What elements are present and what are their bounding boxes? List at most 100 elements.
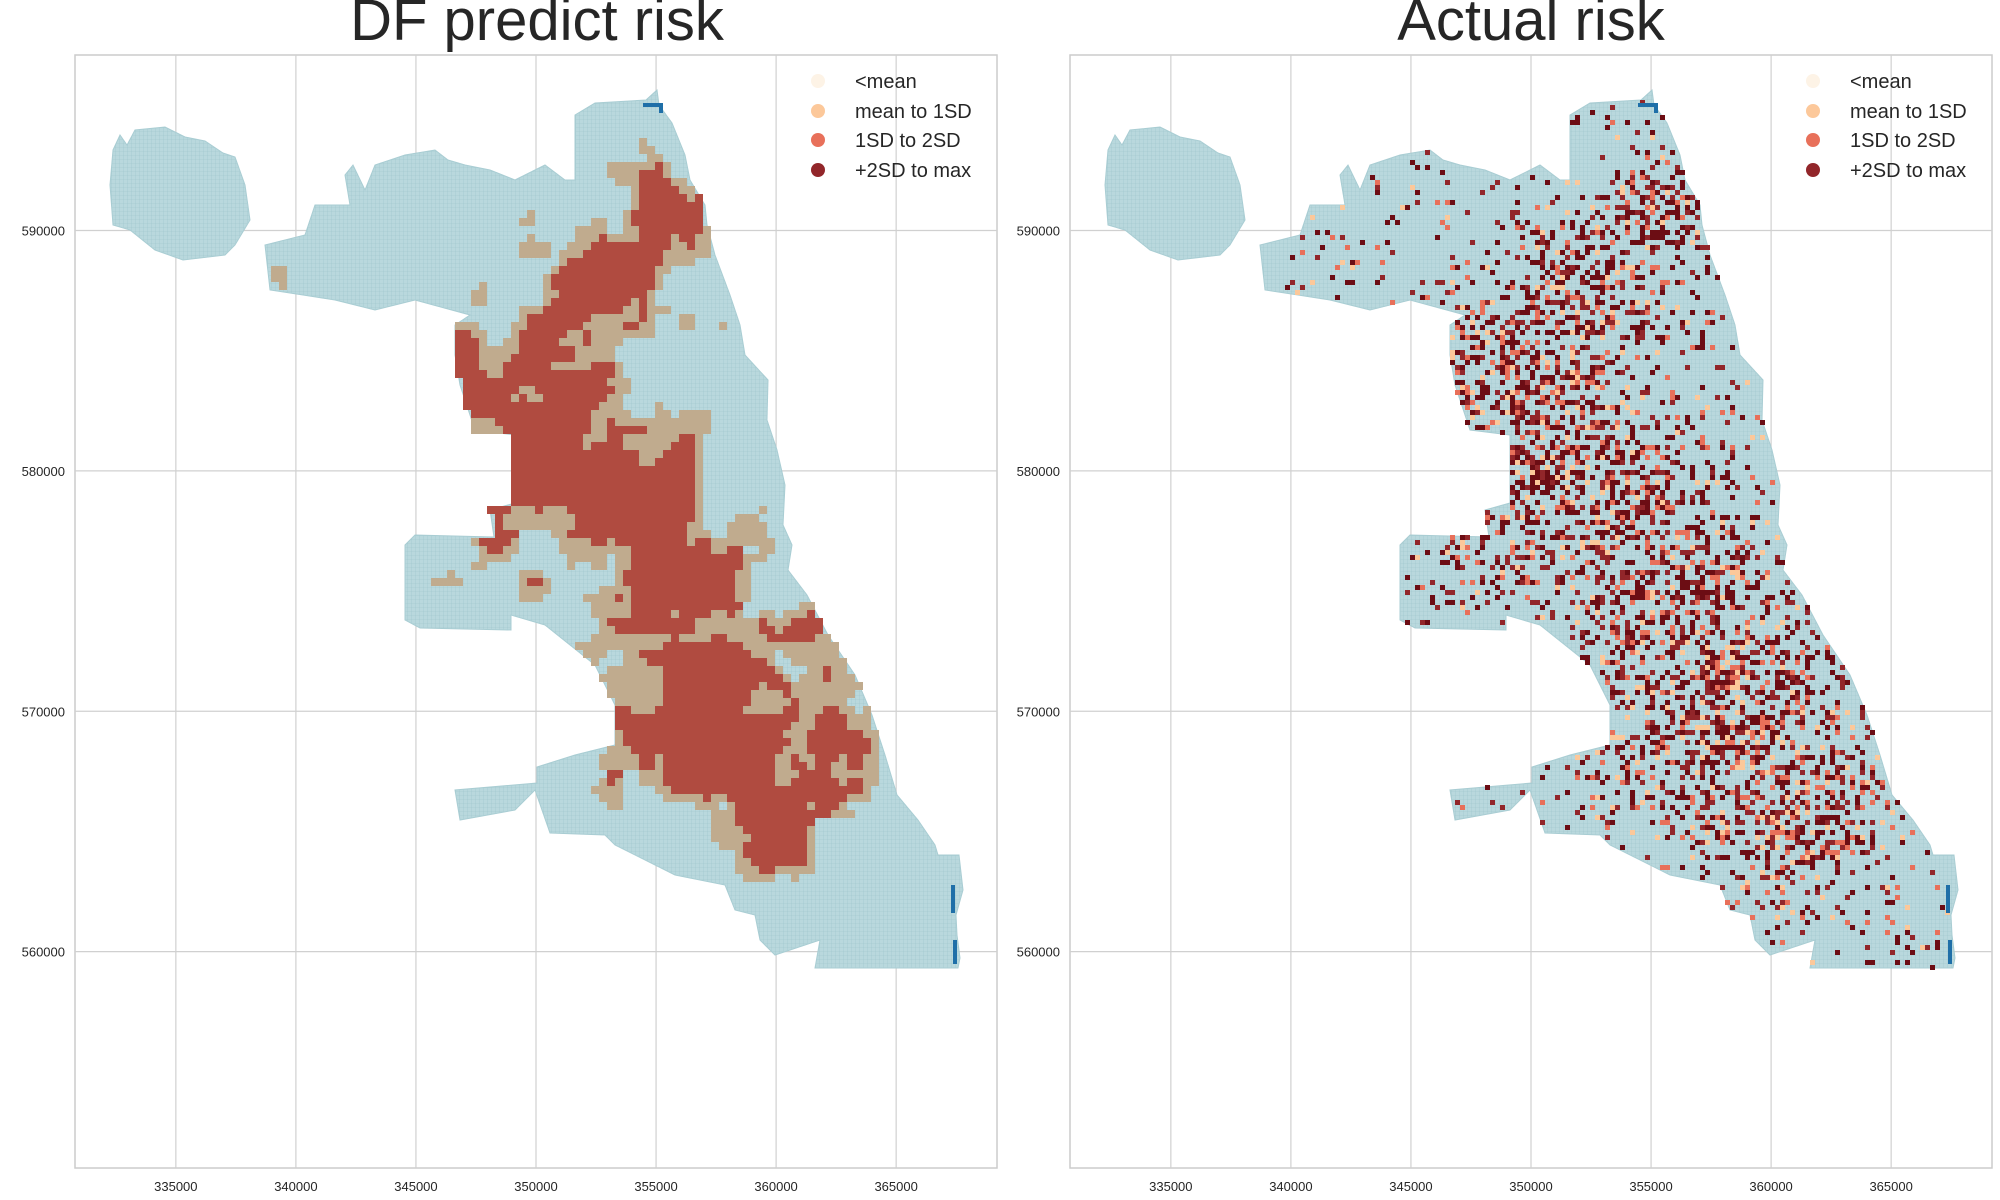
risk-cell (1660, 745, 1665, 750)
risk-cell (1765, 820, 1770, 825)
risk-cell (1570, 250, 1575, 255)
risk-cell (535, 442, 543, 450)
risk-cell (623, 762, 631, 770)
risk-cell (663, 418, 671, 426)
risk-cell (1635, 545, 1640, 550)
risk-cell (1710, 475, 1715, 480)
risk-cell (655, 234, 663, 242)
risk-cell (1695, 595, 1700, 600)
risk-cell (1775, 680, 1780, 685)
risk-cell (631, 426, 639, 434)
risk-cell (1860, 770, 1865, 775)
risk-cell (1625, 200, 1630, 205)
risk-cell (559, 290, 567, 298)
risk-cell (823, 706, 831, 714)
risk-cell (1775, 730, 1780, 735)
risk-cell (671, 490, 679, 498)
risk-cell (1610, 630, 1615, 635)
risk-cell (679, 258, 687, 266)
risk-cell (1670, 310, 1675, 315)
risk-cell (647, 450, 655, 458)
risk-cell (1515, 420, 1520, 425)
risk-cell (495, 514, 503, 522)
risk-cell (703, 602, 711, 610)
risk-cell (1700, 865, 1705, 870)
risk-cell (719, 562, 727, 570)
risk-cell (615, 234, 623, 242)
risk-cell (1715, 730, 1720, 735)
risk-cell (1670, 595, 1675, 600)
risk-cell (1785, 765, 1790, 770)
risk-cell (1745, 725, 1750, 730)
risk-cell (1770, 755, 1775, 760)
risk-cell (735, 594, 743, 602)
risk-cell (695, 250, 703, 258)
risk-cell (831, 770, 839, 778)
risk-cell (1770, 810, 1775, 815)
risk-cell (591, 554, 599, 562)
risk-cell (1630, 265, 1635, 270)
risk-cell (751, 642, 759, 650)
risk-cell (535, 402, 543, 410)
risk-cell (655, 242, 663, 250)
risk-cell (1865, 780, 1870, 785)
risk-cell (671, 674, 679, 682)
risk-cell (519, 594, 527, 602)
risk-cell (655, 738, 663, 746)
risk-cell (1795, 625, 1800, 630)
risk-cell (1740, 645, 1745, 650)
risk-cell (559, 322, 567, 330)
risk-cell (671, 754, 679, 762)
risk-cell (1620, 670, 1625, 675)
risk-cell (839, 674, 847, 682)
risk-cell (1800, 760, 1805, 765)
risk-cell (1625, 590, 1630, 595)
risk-cell (663, 602, 671, 610)
risk-cell (1600, 280, 1605, 285)
risk-cell (1835, 815, 1840, 820)
risk-cell (503, 370, 511, 378)
risk-cell (767, 546, 775, 554)
risk-cell (1640, 505, 1645, 510)
risk-cell (775, 842, 783, 850)
risk-cell (1785, 830, 1790, 835)
risk-cell (1600, 245, 1605, 250)
risk-cell (1590, 355, 1595, 360)
risk-cell (719, 554, 727, 562)
risk-cell (1645, 570, 1650, 575)
risk-cell (567, 250, 575, 258)
risk-cell (1870, 790, 1875, 795)
risk-cell (639, 650, 647, 658)
risk-cell (735, 826, 743, 834)
risk-cell (655, 218, 663, 226)
risk-cell (1630, 425, 1635, 430)
risk-cell (1740, 745, 1745, 750)
risk-cell (1605, 350, 1610, 355)
risk-cell (575, 442, 583, 450)
risk-cell (1310, 215, 1315, 220)
risk-cell (759, 634, 767, 642)
risk-cell (1595, 370, 1600, 375)
risk-cell (607, 618, 615, 626)
risk-cell (1535, 305, 1540, 310)
risk-cell (1670, 650, 1675, 655)
risk-cell (631, 162, 639, 170)
risk-cell (839, 658, 847, 666)
risk-cell (735, 746, 743, 754)
risk-cell (735, 770, 743, 778)
risk-cell (487, 410, 495, 418)
risk-cell (543, 578, 551, 586)
risk-cell (1550, 560, 1555, 565)
risk-cell (1705, 830, 1710, 835)
risk-cell (1740, 795, 1745, 800)
risk-cell (743, 562, 751, 570)
risk-cell (1880, 845, 1885, 850)
risk-cell (1670, 200, 1675, 205)
risk-cell (791, 762, 799, 770)
risk-cell (687, 194, 695, 202)
risk-cell (1675, 460, 1680, 465)
risk-cell (591, 634, 599, 642)
risk-cell (1590, 435, 1595, 440)
risk-cell (847, 738, 855, 746)
